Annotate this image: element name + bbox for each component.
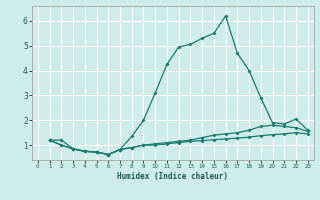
X-axis label: Humidex (Indice chaleur): Humidex (Indice chaleur)	[117, 172, 228, 181]
